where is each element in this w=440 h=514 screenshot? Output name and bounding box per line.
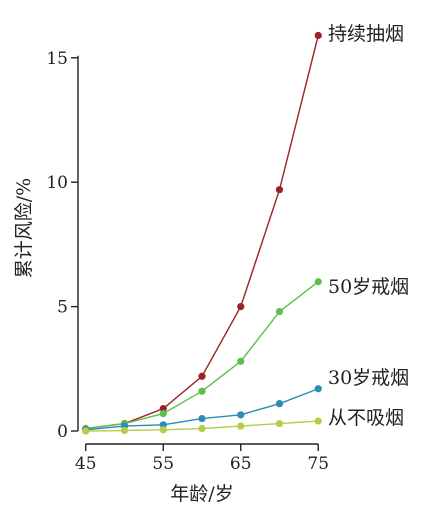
x-tick-label: 75 <box>307 454 329 474</box>
x-tick-label: 45 <box>75 454 97 474</box>
series-label: 30岁戒烟 <box>328 367 409 389</box>
data-point <box>198 414 206 423</box>
y-tick-label: 0 <box>57 422 68 442</box>
data-point <box>314 31 322 40</box>
x-axis-title: 年龄/岁 <box>170 483 233 505</box>
y-axis-title: 累计风险/% <box>13 178 35 278</box>
data-point <box>237 422 245 430</box>
series-label: 从不吸烟 <box>328 407 404 429</box>
series-label: 持续抽烟 <box>328 23 404 45</box>
series <box>82 278 322 433</box>
data-point <box>159 421 167 429</box>
data-point <box>314 417 322 425</box>
series <box>82 417 322 435</box>
series-layer <box>82 31 322 435</box>
y-tick-label: 5 <box>57 298 68 318</box>
data-point <box>314 278 322 286</box>
axes <box>77 55 319 445</box>
data-point <box>198 387 206 395</box>
data-point <box>314 385 322 393</box>
data-point <box>237 411 245 419</box>
series-line <box>85 35 319 430</box>
data-point <box>82 427 90 435</box>
data-point <box>198 372 206 380</box>
y-tick-label: 10 <box>46 173 68 193</box>
data-point <box>237 303 245 311</box>
data-point <box>275 400 284 408</box>
data-point <box>198 424 206 433</box>
data-point <box>275 186 284 194</box>
x-tick-label: 55 <box>152 454 174 474</box>
data-point <box>275 307 284 316</box>
data-point <box>120 426 129 435</box>
data-point <box>275 419 284 428</box>
ticks: 0 5 10 15 45 55 65 75 <box>46 49 329 474</box>
data-point <box>237 357 245 365</box>
series <box>82 31 322 433</box>
x-tick-label: 65 <box>230 454 252 474</box>
series-line <box>85 281 319 430</box>
series-label: 50岁戒烟 <box>328 276 409 298</box>
data-point <box>159 405 167 413</box>
data-point <box>159 410 167 418</box>
y-tick-label: 15 <box>46 49 68 69</box>
data-point <box>159 426 167 434</box>
